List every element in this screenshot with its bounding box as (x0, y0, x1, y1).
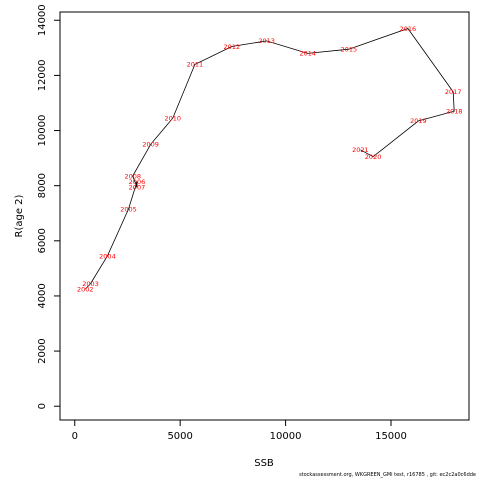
plot-frame (59, 11, 470, 421)
y-tick-label: 8000 (37, 173, 48, 198)
x-tick-label: 10000 (270, 431, 302, 442)
y-tick-label: 6000 (37, 228, 48, 253)
point-label-2013: 2013 (258, 37, 275, 45)
point-labels: 2002200320042005200620072008200920102011… (77, 25, 462, 294)
point-label-2007: 2007 (129, 183, 146, 191)
point-label-2019: 2019 (410, 117, 427, 125)
y-tick-label: 10000 (37, 115, 48, 147)
y-tick-label: 0 (37, 403, 48, 409)
point-label-2012: 2012 (224, 43, 241, 51)
point-label-2010: 2010 (165, 114, 182, 122)
x-tick-label: 5000 (167, 431, 192, 442)
x-axis-title: SSB (254, 458, 274, 469)
point-label-2006: 2006 (129, 178, 146, 186)
y-axis: 0 2000 4000 6000 8000 10000 12000 14000 (37, 4, 60, 409)
point-label-2004: 2004 (99, 252, 116, 260)
point-label-2015: 2015 (341, 46, 358, 54)
point-label-2003: 2003 (82, 280, 99, 288)
point-label-2018: 2018 (446, 108, 463, 116)
y-tick-label: 14000 (37, 4, 48, 36)
point-label-2020: 2020 (365, 153, 382, 161)
point-label-2009: 2009 (142, 141, 159, 149)
x-tick-label: 0 (72, 431, 78, 442)
point-label-2021: 2021 (352, 146, 369, 154)
point-label-2008: 2008 (124, 172, 141, 180)
point-label-2005: 2005 (120, 205, 137, 213)
point-label-2016: 2016 (400, 25, 417, 33)
point-label-2002: 2002 (77, 285, 94, 293)
point-label-2017: 2017 (445, 88, 462, 96)
footer-note: stockassessment.org, WKGREEN_GMi test, r… (299, 472, 476, 478)
point-label-2011: 2011 (187, 61, 204, 69)
point-label-2014: 2014 (299, 50, 316, 58)
y-tick-label: 2000 (37, 338, 48, 363)
x-tick-label: 15000 (375, 431, 407, 442)
y-axis-title: R(age 2) (14, 194, 25, 237)
series-line (85, 28, 455, 290)
y-tick-label: 12000 (37, 59, 48, 91)
y-tick-label: 4000 (37, 283, 48, 308)
x-axis: 0 5000 10000 15000 (72, 420, 407, 442)
